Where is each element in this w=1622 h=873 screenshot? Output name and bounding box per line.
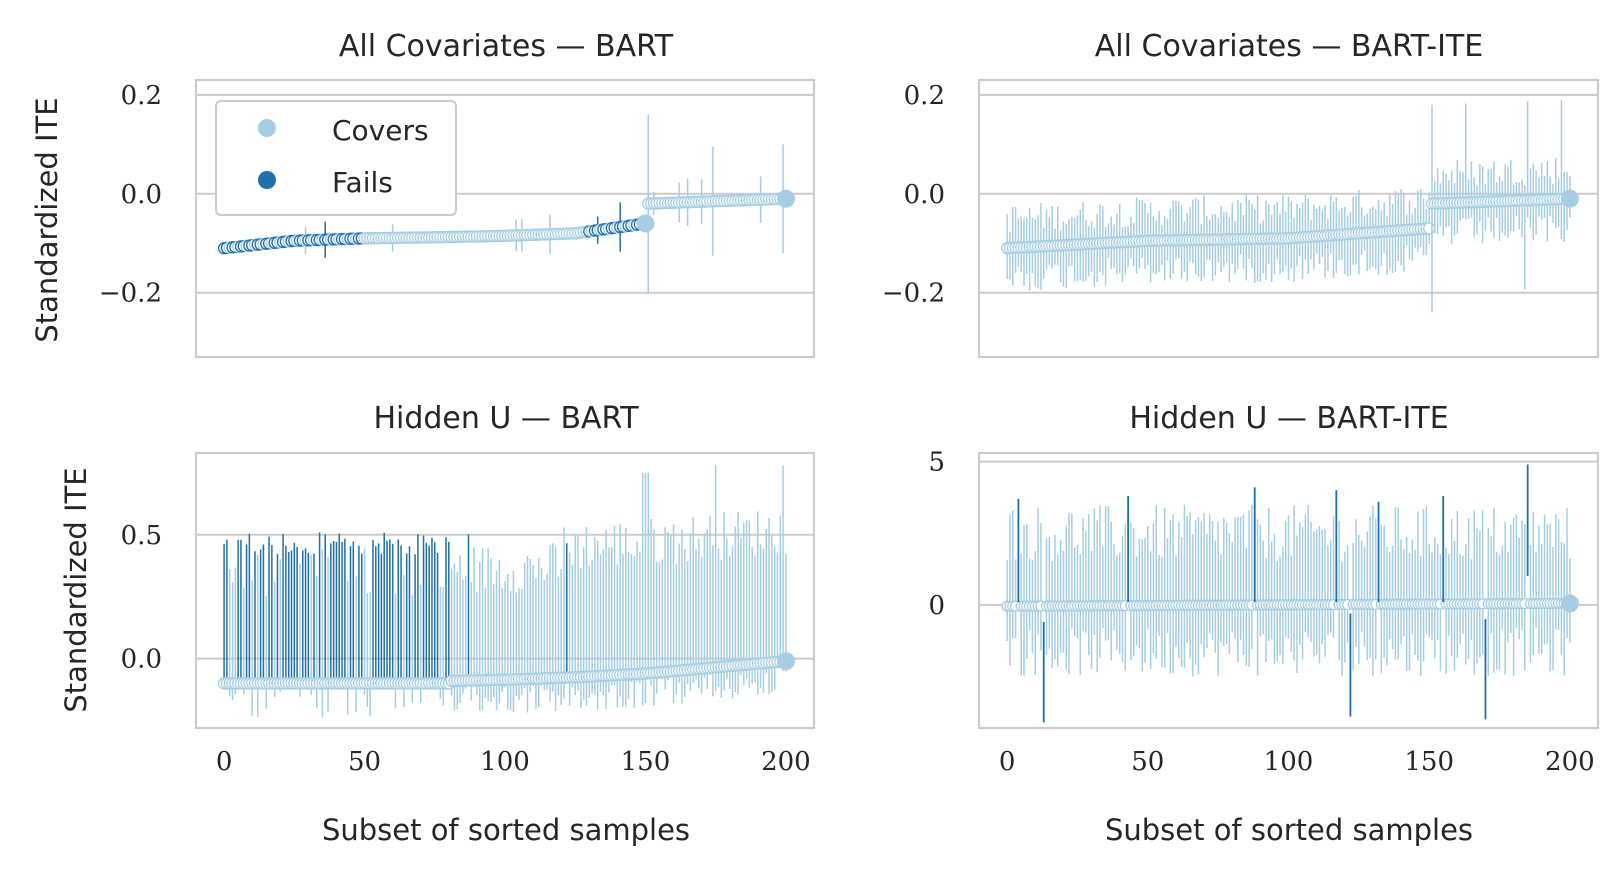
xtick-label: 50 bbox=[1131, 747, 1164, 777]
point-end bbox=[776, 652, 795, 671]
panel-bottom-left: 0.5 0.0 0 50 100 150 200 bbox=[121, 451, 816, 777]
legend-box bbox=[215, 100, 457, 216]
xtick-label: 200 bbox=[761, 747, 811, 777]
xtick-label: 150 bbox=[1404, 747, 1454, 777]
legend-covers-marker bbox=[258, 119, 276, 137]
panel-bottom-right: 500 50 100 150 200 bbox=[928, 448, 1600, 777]
ytick-label: 0.0 bbox=[121, 645, 162, 675]
data-marks bbox=[1001, 464, 1579, 723]
point-end bbox=[776, 189, 795, 208]
ytick-label: −0.2 bbox=[99, 279, 162, 309]
xlabel-bottom-right: Subset of sorted samples bbox=[1105, 813, 1473, 847]
legend: Covers Fails bbox=[215, 100, 457, 216]
ytick-label: 0.0 bbox=[121, 180, 162, 210]
title-top-left: All Covariates — BART bbox=[339, 29, 674, 64]
ytick-label: 0 bbox=[928, 591, 945, 621]
legend-fails-marker bbox=[258, 171, 276, 189]
point-end bbox=[1560, 594, 1579, 613]
data-marks bbox=[1000, 100, 1579, 313]
xtick-label: 0 bbox=[216, 747, 233, 777]
ytick-label: 5 bbox=[928, 448, 945, 478]
xtick-label: 200 bbox=[1545, 747, 1595, 777]
xtick-label: 0 bbox=[999, 747, 1016, 777]
data-marks bbox=[217, 465, 795, 718]
axes-frame bbox=[977, 451, 1600, 730]
ytick-label: 0.0 bbox=[904, 180, 945, 210]
ytick-label: 0.2 bbox=[121, 81, 162, 111]
point bbox=[1423, 222, 1436, 235]
axes-frame bbox=[194, 451, 816, 730]
data-marks bbox=[217, 114, 795, 293]
axes-frame bbox=[977, 78, 1600, 359]
point-mid bbox=[636, 214, 655, 233]
axes-frame bbox=[194, 78, 816, 359]
title-bottom-left: Hidden U — BART bbox=[373, 401, 639, 436]
xtick-label: 100 bbox=[1264, 747, 1314, 777]
ytick-label: 0.2 bbox=[904, 81, 945, 111]
ytick-label: 0.5 bbox=[121, 521, 162, 551]
panel-top-right: 0.2 0.0 −0.2 bbox=[882, 78, 1600, 359]
panel-top-left: 0.2 0.0 −0.2 bbox=[99, 78, 816, 359]
ytick-label: −0.2 bbox=[882, 279, 945, 309]
xtick-label: 50 bbox=[348, 747, 381, 777]
ylabel-bottom-left: Standardized ITE bbox=[59, 467, 93, 712]
title-top-right: All Covariates — BART-ITE bbox=[1095, 29, 1483, 64]
xlabel-bottom-left: Subset of sorted samples bbox=[322, 813, 690, 847]
ylabel-top-left: Standardized ITE bbox=[30, 97, 64, 342]
title-bottom-right: Hidden U — BART-ITE bbox=[1129, 401, 1448, 436]
legend-covers-label: Covers bbox=[332, 114, 429, 147]
xtick-label: 100 bbox=[480, 747, 530, 777]
legend-fails-label: Fails bbox=[332, 166, 393, 199]
xtick-label: 150 bbox=[621, 747, 671, 777]
point-end bbox=[1560, 189, 1579, 208]
